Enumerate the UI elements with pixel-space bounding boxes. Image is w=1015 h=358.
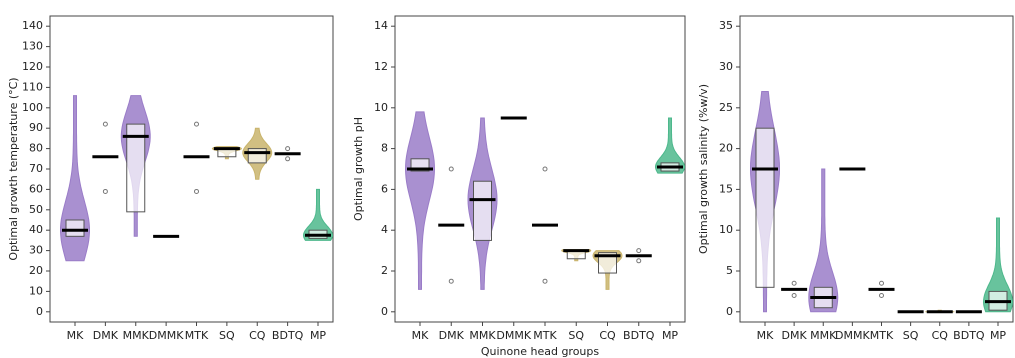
x-tick-label: MTK: [533, 329, 557, 342]
point: [542, 278, 548, 284]
x-tick-label: MK: [412, 329, 429, 342]
box: [65, 219, 85, 237]
y-axis-label: Optimal growth salinity (%w/v): [697, 84, 710, 254]
x-tick-label: SQ: [568, 329, 584, 342]
y-tick-label: 0: [36, 305, 43, 318]
y-tick-label: 70: [29, 162, 43, 175]
x-tick-label: MTK: [870, 329, 894, 342]
y-axis-label: Optimal growth temperature (°C): [7, 77, 20, 260]
point: [285, 156, 291, 162]
violin: [60, 95, 90, 262]
point: [102, 121, 108, 127]
y-tick-label: 110: [22, 80, 43, 93]
violin: [404, 111, 436, 290]
x-tick-label: BDTQ: [953, 329, 985, 342]
y-tick-label: 20: [719, 142, 733, 155]
x-tick-label: DMMK: [149, 329, 184, 342]
x-tick-label: MP: [990, 329, 1006, 342]
y-tick-label: 10: [719, 223, 733, 236]
y-tick-label: 30: [29, 244, 43, 257]
x-tick-label: DMMK: [496, 329, 531, 342]
x-tick-label: MK: [757, 329, 774, 342]
point: [791, 280, 797, 286]
y-tick-label: 10: [29, 284, 43, 297]
x-axis-label: Quinone head groups: [481, 345, 600, 358]
y-tick-label: 50: [29, 203, 43, 216]
x-tick-label: SQ: [903, 329, 919, 342]
x-tick-label: CQ: [932, 329, 949, 342]
plot-frame: [49, 15, 334, 323]
x-tick-label: CQ: [599, 329, 616, 342]
y-tick-label: 4: [381, 223, 388, 236]
point: [879, 280, 884, 286]
plot-frame: [394, 15, 686, 323]
point: [194, 188, 199, 194]
y-tick-label: 14: [374, 19, 388, 32]
y-tick-label: 140: [22, 19, 43, 32]
y-tick-label: 6: [381, 182, 388, 195]
y-tick-label: 0: [381, 305, 388, 318]
y-tick-label: 80: [29, 142, 43, 155]
y-tick-label: 90: [29, 121, 43, 134]
x-tick-label: MMK: [810, 329, 837, 342]
y-axis-label: Optimal growth pH: [352, 117, 365, 221]
x-tick-label: MP: [662, 329, 678, 342]
box: [473, 180, 492, 241]
y-tick-label: 100: [22, 101, 43, 114]
y-tick-label: 120: [22, 60, 43, 73]
point: [194, 121, 199, 127]
x-tick-label: DMK: [439, 329, 465, 342]
x-tick-label: DMMK: [835, 329, 870, 342]
plot-frame: [739, 15, 1014, 323]
point: [879, 292, 884, 298]
y-tick-label: 2: [381, 264, 388, 277]
x-tick-label: SQ: [219, 329, 235, 342]
x-tick-label: DMK: [93, 329, 119, 342]
x-tick-label: MTK: [185, 329, 209, 342]
y-tick-label: 20: [29, 264, 43, 277]
point: [791, 292, 797, 298]
y-tick-label: 35: [719, 19, 733, 32]
x-tick-label: BDTQ: [272, 329, 304, 342]
y-tick-label: 15: [719, 182, 733, 195]
y-tick-label: 0: [726, 305, 733, 318]
box: [755, 127, 775, 288]
violin: [982, 217, 1014, 313]
point: [542, 166, 548, 172]
point: [102, 188, 108, 194]
y-tick-label: 12: [374, 60, 388, 73]
y-tick-label: 40: [29, 223, 43, 236]
y-tick-label: 60: [29, 182, 43, 195]
y-tick-label: 8: [381, 142, 388, 155]
x-tick-label: CQ: [249, 329, 266, 342]
point: [448, 166, 454, 172]
y-tick-label: 10: [374, 101, 388, 114]
x-tick-label: MMK: [469, 329, 496, 342]
violin: [302, 188, 334, 241]
point: [636, 258, 642, 264]
box: [247, 148, 267, 164]
x-tick-label: MMK: [123, 329, 150, 342]
x-tick-label: MP: [310, 329, 326, 342]
y-tick-label: 30: [719, 60, 733, 73]
box: [598, 252, 617, 274]
point: [636, 248, 642, 254]
violin: [655, 117, 685, 174]
point: [448, 278, 454, 284]
box: [126, 123, 146, 213]
violin: [808, 168, 839, 313]
point: [285, 146, 291, 152]
y-tick-label: 130: [22, 40, 43, 53]
x-tick-label: DMK: [782, 329, 808, 342]
y-tick-label: 5: [726, 264, 733, 277]
x-tick-label: BDTQ: [623, 329, 655, 342]
x-tick-label: MK: [67, 329, 84, 342]
y-tick-label: 25: [719, 101, 733, 114]
